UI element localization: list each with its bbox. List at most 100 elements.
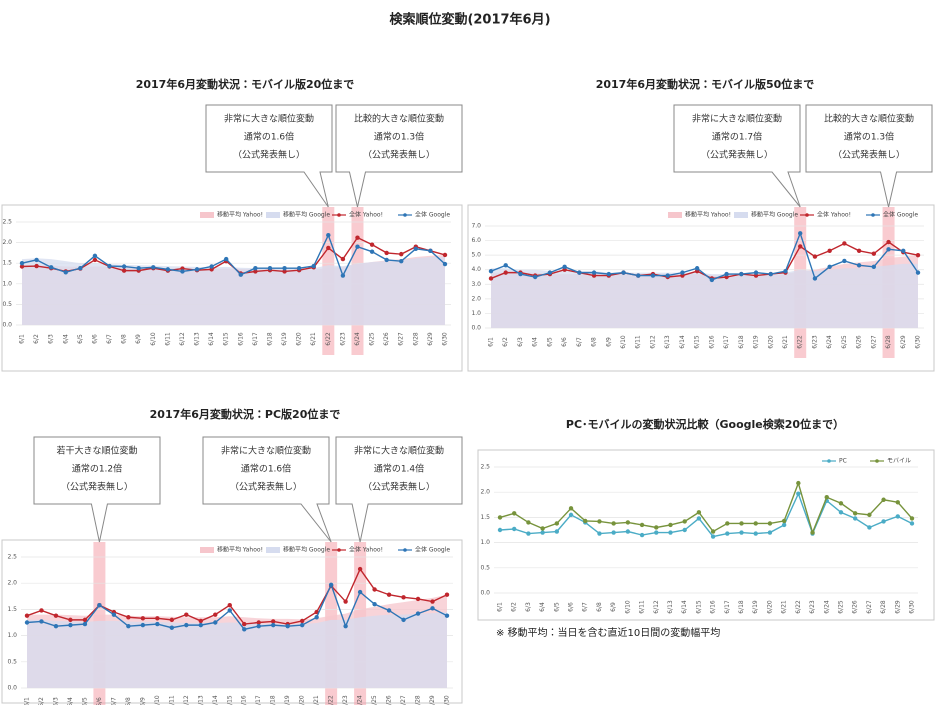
- point: [442, 252, 448, 258]
- point: [753, 270, 759, 275]
- y-tick-label: 2.5: [480, 464, 490, 471]
- point: [909, 521, 915, 526]
- point: [242, 627, 247, 632]
- callout-text: 通常の1.7倍: [712, 131, 762, 143]
- legend-label: 移動平均 Yahoo!: [217, 211, 263, 219]
- point: [881, 519, 886, 524]
- legend-label: 移動平均 Yahoo!: [685, 211, 731, 219]
- y-tick-label: 2.0: [2, 239, 12, 246]
- point: [24, 620, 30, 625]
- point: [886, 239, 891, 245]
- x-tick-label: 6/27: [866, 600, 873, 614]
- point: [372, 601, 377, 607]
- legend-label: 全体 Google: [415, 211, 450, 219]
- x-tick-label: 6/27: [870, 335, 877, 349]
- point: [680, 270, 685, 275]
- x-tick-label: 6/10: [620, 335, 627, 349]
- point: [724, 271, 729, 277]
- y-tick-label: 0.0: [480, 590, 490, 597]
- legend-label: 全体 Yahoo!: [349, 546, 383, 554]
- callout-box: [335, 436, 463, 543]
- x-tick-label: 6/7: [576, 337, 583, 347]
- point: [597, 519, 602, 524]
- x-tick-label: 6/12: [183, 695, 190, 705]
- point: [554, 529, 560, 534]
- point: [180, 269, 185, 274]
- x-tick-label: 6/21: [782, 335, 789, 349]
- point: [372, 587, 377, 592]
- x-tick-label: 6/25: [369, 332, 376, 346]
- x-tick-label: 6/19: [284, 695, 291, 705]
- x-tick-label: 6/21: [313, 695, 320, 705]
- y-tick-label: 7.0: [471, 223, 481, 230]
- legend-label: 移動平均 Yahoo!: [217, 546, 263, 554]
- x-tick-label: 6/5: [553, 602, 560, 612]
- point: [63, 270, 68, 275]
- legend-label: モバイル: [887, 458, 911, 465]
- legend-swatch: [668, 212, 682, 218]
- point: [540, 530, 545, 535]
- chart-title: 2017年6月変動状況：PC版20位まで: [150, 407, 341, 421]
- callout-box: [805, 104, 933, 208]
- point: [198, 618, 203, 624]
- point: [444, 613, 450, 618]
- x-tick-label: 6/1: [497, 602, 504, 612]
- point: [767, 530, 773, 535]
- point: [668, 522, 673, 528]
- callout-text: 通常の1.2倍: [72, 463, 122, 475]
- callout-text: （公式発表無し）: [701, 149, 773, 161]
- x-tick-label: 6/28: [415, 695, 422, 705]
- point: [838, 510, 844, 515]
- point: [568, 506, 574, 511]
- point: [621, 270, 626, 275]
- x-tick-label: 6/4: [539, 602, 546, 612]
- point: [650, 273, 656, 278]
- point: [781, 518, 787, 524]
- point: [781, 522, 787, 528]
- point: [488, 268, 494, 274]
- point: [209, 264, 214, 269]
- legend-swatch: [871, 213, 875, 217]
- x-tick-label: 6/15: [223, 332, 230, 346]
- point: [739, 271, 744, 277]
- point: [838, 501, 844, 506]
- x-tick-label: 6/1: [24, 697, 31, 705]
- x-tick-label: 6/20: [767, 335, 774, 349]
- x-tick-label: 6/13: [664, 335, 671, 349]
- legend-swatch: [337, 548, 341, 552]
- point: [399, 258, 404, 264]
- x-tick-label: 6/25: [837, 600, 844, 614]
- point: [126, 623, 131, 629]
- point: [852, 511, 858, 516]
- callout-text: 通常の1.3倍: [844, 131, 894, 143]
- point: [34, 257, 39, 263]
- x-tick-label: 6/26: [856, 335, 863, 349]
- point: [444, 592, 450, 597]
- x-tick-label: 6/30: [444, 695, 451, 705]
- x-tick-label: 6/17: [255, 695, 262, 705]
- x-tick-label: 6/20: [299, 695, 306, 705]
- y-tick-label: 2.0: [471, 295, 481, 302]
- x-tick-label: 6/23: [809, 600, 816, 614]
- point: [430, 599, 435, 604]
- point: [24, 613, 30, 618]
- point: [606, 271, 611, 277]
- point: [19, 264, 25, 269]
- chart-title: 2017年6月変動状況：モバイル版20位まで: [136, 77, 355, 91]
- point: [299, 618, 305, 624]
- legend-label: 全体 Yahoo!: [817, 211, 851, 219]
- legend-label: 全体 Google: [415, 546, 450, 554]
- point: [369, 242, 375, 247]
- x-tick-label: 6/21: [310, 332, 317, 346]
- x-tick-label: 6/8: [596, 602, 603, 612]
- point: [512, 511, 517, 516]
- x-tick-label: 6/30: [442, 332, 449, 346]
- point: [867, 512, 872, 518]
- point: [92, 257, 98, 263]
- point: [753, 521, 758, 526]
- point: [783, 268, 788, 274]
- point: [68, 622, 73, 628]
- x-tick-label: 6/19: [752, 600, 759, 614]
- y-tick-label: 0.5: [7, 658, 17, 665]
- point: [654, 525, 659, 530]
